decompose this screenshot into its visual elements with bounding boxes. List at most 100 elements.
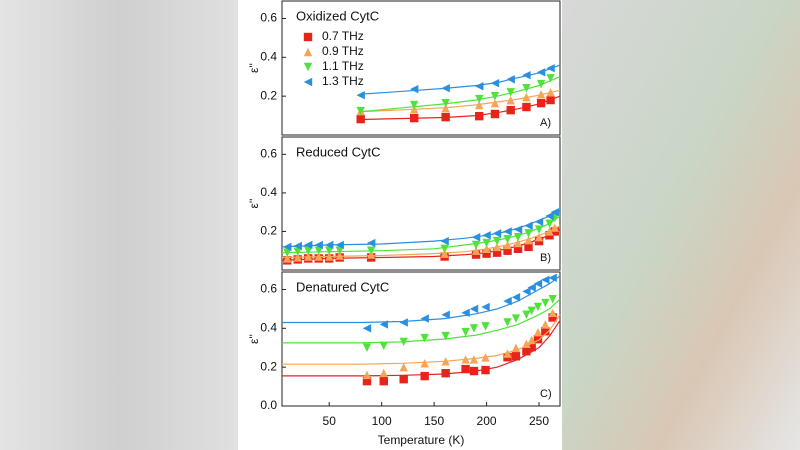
marker — [471, 246, 481, 255]
legend-marker — [303, 32, 313, 42]
marker — [409, 84, 419, 94]
marker — [420, 371, 429, 381]
marker — [482, 249, 491, 258]
marker — [492, 248, 502, 257]
marker — [545, 227, 554, 236]
marker — [513, 233, 523, 242]
marker — [293, 241, 302, 251]
marker — [482, 238, 491, 248]
y-tick-label: 0.2 — [260, 88, 277, 102]
marker — [362, 343, 372, 352]
marker — [399, 362, 408, 372]
marker — [283, 242, 292, 252]
marker — [475, 82, 484, 91]
marker — [546, 88, 555, 97]
legend-marker — [303, 62, 313, 72]
marker — [524, 242, 533, 252]
marker — [541, 327, 550, 336]
y-axis-label: ε'' — [247, 199, 261, 209]
marker — [548, 313, 557, 322]
legend-label: 1.3 THz — [322, 74, 364, 88]
marker — [441, 83, 450, 93]
marker — [490, 109, 500, 119]
marker — [399, 375, 408, 384]
marker — [471, 233, 481, 242]
marker — [440, 249, 449, 258]
marker — [522, 347, 531, 356]
marker — [490, 91, 500, 101]
marker — [506, 96, 515, 105]
marker — [522, 70, 531, 80]
marker — [503, 240, 512, 250]
marker — [314, 252, 323, 261]
marker — [335, 246, 344, 255]
panel-label: A) — [540, 117, 551, 129]
legend-label: 1.1 THz — [322, 59, 364, 73]
fit-line — [360, 64, 561, 95]
marker — [492, 242, 502, 252]
fit-line — [282, 275, 561, 324]
y-axis-label: ε'' — [247, 63, 261, 73]
marker — [533, 279, 543, 288]
marker — [534, 225, 544, 234]
marker — [304, 240, 313, 250]
marker — [475, 111, 484, 121]
marker — [534, 217, 544, 227]
marker — [409, 113, 419, 123]
marker — [492, 229, 502, 238]
marker — [533, 302, 543, 312]
marker — [461, 364, 470, 374]
marker — [541, 320, 550, 329]
marker — [399, 318, 408, 327]
panel-label: B) — [540, 252, 551, 264]
marker — [379, 368, 388, 378]
marker — [506, 75, 515, 84]
marker — [420, 359, 429, 368]
marker — [524, 229, 533, 238]
y-tick-label: 0.2 — [260, 359, 277, 373]
marker — [366, 238, 376, 248]
marker — [536, 98, 546, 108]
plot-frame — [281, 136, 561, 271]
marker — [461, 355, 470, 364]
marker — [536, 90, 546, 99]
marker — [441, 104, 450, 113]
marker — [482, 231, 491, 240]
marker — [548, 273, 557, 283]
marker — [503, 296, 512, 306]
marker — [511, 343, 521, 352]
y-axis-label: ε'' — [247, 334, 261, 344]
marker — [379, 341, 388, 350]
marker — [362, 324, 372, 333]
marker — [503, 246, 512, 255]
marker — [527, 342, 536, 352]
marker — [469, 366, 479, 376]
marker — [541, 275, 550, 284]
marker — [441, 357, 450, 366]
marker — [362, 370, 372, 380]
marker — [356, 106, 365, 116]
marker — [399, 337, 408, 347]
marker — [356, 114, 365, 124]
marker — [511, 314, 521, 323]
marker — [283, 248, 292, 257]
marker — [409, 100, 419, 110]
marker — [441, 310, 450, 319]
x-tick-label: 50 — [323, 414, 337, 428]
x-tick-label: 100 — [372, 414, 392, 428]
marker — [522, 310, 531, 319]
marker — [527, 306, 536, 316]
marker — [490, 78, 500, 88]
marker — [314, 246, 323, 255]
marker — [475, 94, 484, 104]
marker — [503, 349, 512, 358]
marker — [441, 368, 450, 378]
marker — [522, 287, 531, 296]
y-tick-label: 0.6 — [260, 11, 277, 25]
marker — [469, 355, 479, 364]
marker — [522, 83, 531, 93]
marker — [420, 314, 429, 323]
marker — [441, 331, 450, 341]
plot-frame — [281, 271, 561, 407]
